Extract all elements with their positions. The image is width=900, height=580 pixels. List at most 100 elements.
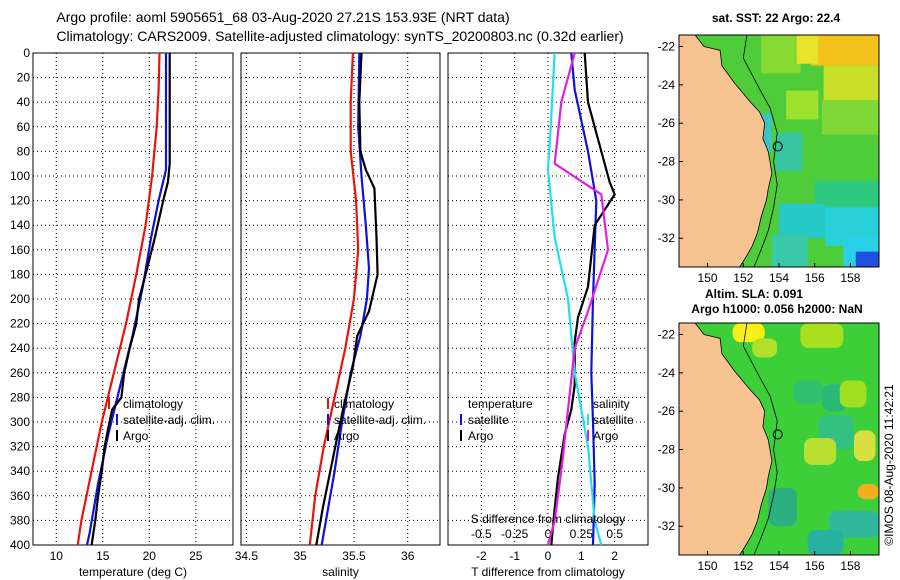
map-color-patch	[796, 35, 819, 64]
isobath-line	[742, 322, 778, 556]
x-axis-label: salinity	[322, 565, 359, 579]
map-y-tick-label: -32	[658, 231, 676, 245]
legend-label-satellite: satellite-adj. clim.	[123, 413, 215, 427]
map-x-tick-label: 156	[805, 559, 825, 573]
x-tick-label: 36	[401, 549, 415, 563]
x-tick-label: 35	[293, 549, 307, 563]
y-tick-label: 280	[10, 390, 30, 404]
map-x-tick-label: 154	[769, 559, 789, 573]
sst-map-title: sat. SST: 22 Argo: 22.4	[712, 11, 841, 25]
series-line-s-satellite	[546, 52, 603, 546]
x-axis-label: temperature (deg C)	[79, 565, 187, 579]
diff-legend-title-salinity: salinity	[593, 397, 630, 411]
y-tick-label: 260	[10, 366, 30, 380]
map-y-tick-label: -28	[658, 155, 676, 169]
y-tick-label: 40	[17, 95, 31, 109]
map-x-tick-label: 158	[840, 271, 860, 285]
y-tick-label: 360	[10, 489, 30, 503]
map-y-tick-label: -30	[658, 481, 676, 495]
y-tick-label: 200	[10, 292, 30, 306]
diff-legend-label-t-argo: Argo	[468, 429, 494, 443]
map-x-tick-label: 150	[698, 559, 718, 573]
series-line-s-argo	[546, 52, 610, 546]
y-tick-label: 80	[17, 144, 31, 158]
legend-swatch-satellite	[116, 414, 118, 425]
diff-top-xlabel: S difference from climatology	[471, 512, 626, 526]
map-color-patch	[771, 234, 808, 267]
x-tick-label: 25	[189, 549, 203, 563]
sla-map-title-line2: Argo h1000: 0.056 h2000: NaN	[691, 302, 862, 316]
map-x-tick-label: 152	[733, 271, 753, 285]
y-tick-label: 180	[10, 267, 30, 281]
diff-legend-label-s-satellite: satellite	[593, 413, 634, 427]
y-tick-label: 380	[10, 513, 30, 527]
y-tick-label: 100	[10, 169, 30, 183]
map-y-tick-label: -28	[658, 443, 676, 457]
salinity-panel: 34.5 35 35.5 36 salinity	[235, 52, 441, 579]
series-line-climatology	[308, 52, 360, 546]
y-tick-label: 140	[10, 218, 30, 232]
y-tick-label: 300	[10, 415, 30, 429]
isobath-line	[742, 34, 778, 268]
map-x-tick-label: 158	[840, 559, 860, 573]
diff-legend-label-s-argo: Argo	[593, 429, 619, 443]
map-color-patch	[793, 380, 822, 404]
legend-swatch-climatology	[108, 398, 110, 409]
diff-legend-label-t-satellite: satellite	[468, 413, 509, 427]
map-color-patch	[768, 487, 797, 527]
x-tick-label: -2	[476, 549, 487, 563]
s-tick-label: -0.25	[501, 527, 529, 541]
argo-position-marker	[772, 141, 783, 152]
side-stamp: ©IMOS 08-Aug-2020 11:42:21	[882, 384, 896, 546]
diff-legend-swatch-t-argo	[460, 430, 462, 441]
y-tick-label: 220	[10, 317, 30, 331]
x-tick-label: 20	[143, 549, 157, 563]
map-color-patch	[752, 338, 778, 358]
map-color-patch	[854, 430, 876, 462]
map-color-patch	[807, 530, 844, 555]
x-tick-label: 15	[96, 549, 110, 563]
header-line1: Argo profile: aoml 5905651_68 03-Aug-202…	[56, 9, 509, 25]
series-line-climatology	[76, 52, 161, 546]
series-line-t-argo	[550, 52, 616, 546]
s-tick-label: 0	[545, 527, 552, 541]
legend-label-argo: Argo	[123, 429, 149, 443]
sla-map-title-line1: Altim. SLA: 0.091	[705, 287, 803, 301]
x-tick-label: 10	[50, 549, 64, 563]
x-tick-label: 0	[545, 549, 552, 563]
sal-legend-label-satellite: satellite-adj. clim.	[334, 413, 426, 427]
series-line-argo	[315, 52, 379, 546]
diff-legend-title-temperature: temperature	[468, 397, 533, 411]
land-australia	[678, 322, 773, 556]
map-x-tick-label: 152	[733, 559, 753, 573]
temperature-legend: climatology satellite-adj. clim. Argo	[108, 397, 215, 443]
diff-legend-swatch-s-satellite	[587, 414, 589, 425]
x-tick-label: -1	[509, 549, 520, 563]
sal-legend-label-argo: Argo	[334, 429, 360, 443]
map-y-tick-label: -22	[658, 328, 676, 342]
s-tick-label: 0.5	[606, 527, 623, 541]
series-line-satellite-adj-clim-	[320, 52, 371, 546]
map-x-tick-label: 156	[805, 271, 825, 285]
sal-legend-swatch-satellite	[327, 414, 329, 425]
map-y-tick-label: -32	[658, 519, 676, 533]
y-tick-label: 400	[10, 538, 30, 552]
header-line2: Climatology: CARS2009. Satellite-adjuste…	[56, 28, 623, 44]
diff-legend-swatch-t-satellite	[460, 414, 462, 425]
map-y-tick-label: -22	[658, 40, 676, 54]
x-tick-label: 2	[611, 549, 618, 563]
sal-legend-swatch-climatology	[327, 398, 329, 409]
map-color-patch	[775, 132, 803, 172]
y-tick-label: 20	[17, 71, 31, 85]
map-color-patch	[811, 35, 879, 66]
x-tick-label: 1	[578, 549, 585, 563]
map-color-patch	[779, 203, 826, 239]
land-australia	[678, 34, 773, 268]
diff-legend-swatch-s-argo	[587, 430, 589, 441]
salinity-legend: climatology satellite-adj. clim. Argo	[327, 397, 426, 443]
map-color-patch	[761, 35, 801, 74]
plot-frame	[240, 52, 441, 546]
map-color-patch	[821, 100, 879, 135]
y-tick-label: 320	[10, 440, 30, 454]
